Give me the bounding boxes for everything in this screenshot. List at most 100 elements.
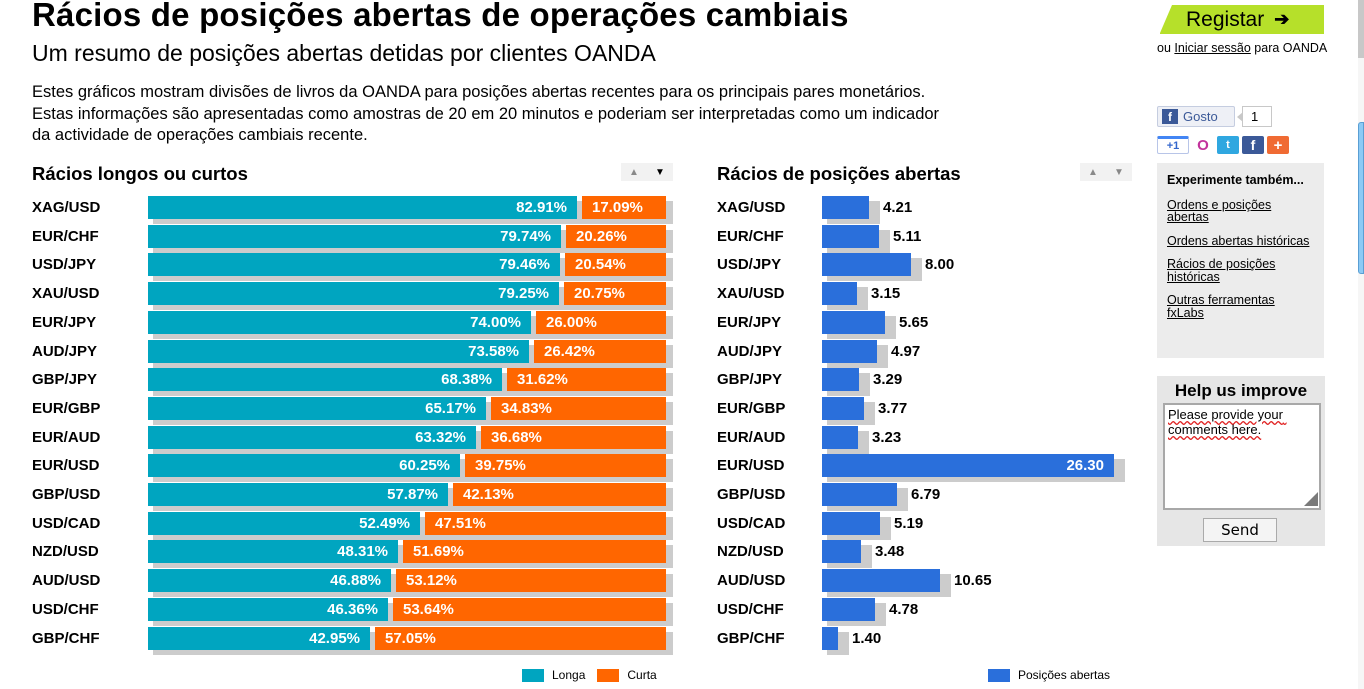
sort-ascending-icon[interactable]: ▲ — [629, 166, 639, 178]
pair-label: USD/CHF — [32, 600, 99, 618]
pair-label: EUR/GBP — [32, 399, 101, 417]
pair-label: GBP/CHF — [717, 629, 785, 647]
vertical-scrollbar[interactable] — [1358, 0, 1364, 689]
long-bar: 79.25% — [148, 282, 559, 306]
chart-row: GBP/USD 57.87% 42.13% — [32, 483, 682, 511]
addthis-more-icon[interactable]: + — [1267, 136, 1289, 154]
pair-label: USD/JPY — [32, 256, 97, 274]
pair-label: GBP/JPY — [32, 371, 98, 389]
long-short-chart-title: Rácios longos ou curtos — [32, 163, 248, 184]
pair-label: AUD/JPY — [32, 342, 98, 360]
link-historical-position-ratios[interactable]: Rácios de posições históricas — [1167, 257, 1276, 284]
short-bar: 20.26% — [566, 224, 666, 248]
open-positions-value: 3.48 — [875, 543, 905, 561]
login-link[interactable]: Iniciar sessão — [1174, 41, 1251, 55]
open-positions-sort-control: ▲ ▼ — [1080, 163, 1132, 181]
pair-label: NZD/USD — [717, 543, 784, 561]
link-historical-orders[interactable]: Ordens abertas históricas — [1167, 233, 1310, 248]
chart-row: EUR/CHF 5.11 — [717, 224, 1137, 253]
sort-ascending-icon[interactable]: ▲ — [1088, 166, 1098, 178]
short-bar: 31.62% — [507, 368, 666, 392]
long-bar: 57.87% — [148, 483, 448, 506]
open-positions-bar — [822, 310, 885, 334]
facebook-like-button[interactable]: f Gosto — [1157, 106, 1235, 127]
sort-descending-icon[interactable]: ▼ — [655, 166, 665, 178]
google-plus-one-icon[interactable]: +1 — [1157, 136, 1189, 154]
pair-label: AUD/JPY — [717, 342, 783, 360]
short-bar: 26.00% — [536, 310, 666, 334]
chart-row: XAG/USD 4.21 — [717, 196, 1137, 224]
open-positions-bar — [822, 540, 861, 564]
chart-row: NZD/USD 48.31% 51.69% — [32, 540, 682, 569]
short-bar: 47.51% — [425, 511, 666, 535]
long-bar: 79.46% — [148, 253, 560, 277]
register-label: Registar — [1186, 7, 1265, 31]
long-bar: 46.36% — [148, 597, 388, 621]
open-positions-bar — [822, 569, 940, 593]
open-positions-bar — [822, 425, 858, 449]
short-bar: 20.75% — [564, 282, 666, 306]
short-bar: 20.54% — [565, 253, 666, 277]
long-bar: 42.95% — [148, 626, 370, 650]
chart-row: USD/CAD 52.49% 47.51% — [32, 511, 682, 540]
feedback-panel: Help us improve Please provide your comm… — [1157, 376, 1325, 546]
pair-label: AUD/USD — [717, 572, 786, 590]
send-button[interactable]: Send — [1203, 518, 1277, 542]
facebook-icon: f — [1162, 109, 1178, 124]
chart-row: EUR/AUD 63.32% 36.68% — [32, 425, 682, 454]
facebook-icon[interactable]: f — [1242, 136, 1264, 154]
long-bar: 73.58% — [148, 339, 529, 363]
chart-row: EUR/JPY 74.00% 26.00% — [32, 310, 682, 339]
pair-label: EUR/AUD — [717, 428, 786, 446]
pair-label: EUR/USD — [32, 457, 100, 475]
pair-label: USD/CHF — [717, 600, 784, 618]
open-positions-value: 3.77 — [878, 399, 908, 417]
register-button[interactable]: Registar ➔ — [1160, 5, 1324, 34]
long-bar: 48.31% — [148, 540, 398, 564]
chart-row: GBP/CHF 1.40 — [717, 626, 1137, 655]
open-positions-value: 4.21 — [883, 199, 913, 216]
pair-label: EUR/GBP — [717, 399, 786, 417]
resize-grip-icon[interactable] — [1304, 492, 1318, 506]
long-bar: 79.74% — [148, 224, 561, 248]
pair-label: XAG/USD — [717, 199, 786, 216]
pair-label: EUR/CHF — [717, 227, 784, 245]
chart-row: GBP/USD 6.79 — [717, 483, 1137, 511]
like-label: Gosto — [1183, 109, 1218, 124]
open-positions-bar — [822, 597, 875, 621]
open-positions-legend: Posições abertas — [988, 668, 1122, 682]
page-subtitle: Um resumo de posições abertas detidas po… — [32, 40, 656, 66]
intro-line: Estes gráficos mostram divisões de livro… — [32, 83, 926, 101]
pair-label: GBP/USD — [717, 486, 786, 503]
open-positions-bar — [822, 282, 857, 306]
short-bar: 53.64% — [393, 597, 666, 621]
long-bar: 60.25% — [148, 454, 460, 478]
short-bar: 42.13% — [453, 483, 666, 506]
open-positions-value: 3.23 — [872, 428, 902, 446]
pair-label: XAU/USD — [717, 285, 785, 303]
chart-row: USD/CHF 46.36% 53.64% — [32, 597, 682, 626]
pair-label: AUD/USD — [32, 572, 101, 590]
chart-row: EUR/GBP 65.17% 34.83% — [32, 396, 682, 425]
scrollbar-thumb[interactable] — [1358, 122, 1364, 274]
long-bar: 65.17% — [148, 396, 486, 420]
open-positions-bar — [822, 224, 879, 248]
open-positions-bar — [822, 368, 859, 392]
open-positions-value: 5.65 — [899, 313, 929, 331]
chart-row: USD/CAD 5.19 — [717, 511, 1137, 540]
feedback-textarea[interactable]: Please provide your comments here. — [1163, 403, 1321, 510]
long-bar: 63.32% — [148, 425, 476, 449]
open-positions-value: 1.40 — [852, 629, 882, 647]
link-orders-positions[interactable]: Ordens e posições abertas — [1167, 197, 1272, 224]
open-positions-bar — [822, 626, 838, 650]
pair-label: EUR/JPY — [717, 313, 782, 331]
link-other-fxlabs-tools[interactable]: Outras ferramentas fxLabs — [1167, 293, 1275, 320]
chart-row: EUR/GBP 3.77 — [717, 396, 1137, 425]
pair-label: GBP/USD — [32, 486, 101, 503]
short-bar: 39.75% — [465, 454, 666, 478]
sort-descending-icon[interactable]: ▼ — [1114, 166, 1124, 178]
twitter-icon[interactable]: t — [1217, 136, 1239, 154]
orkut-icon[interactable]: O — [1192, 136, 1214, 154]
chart-row: NZD/USD 3.48 — [717, 540, 1137, 569]
intro-line: Estas informações são apresentadas como … — [32, 104, 940, 123]
